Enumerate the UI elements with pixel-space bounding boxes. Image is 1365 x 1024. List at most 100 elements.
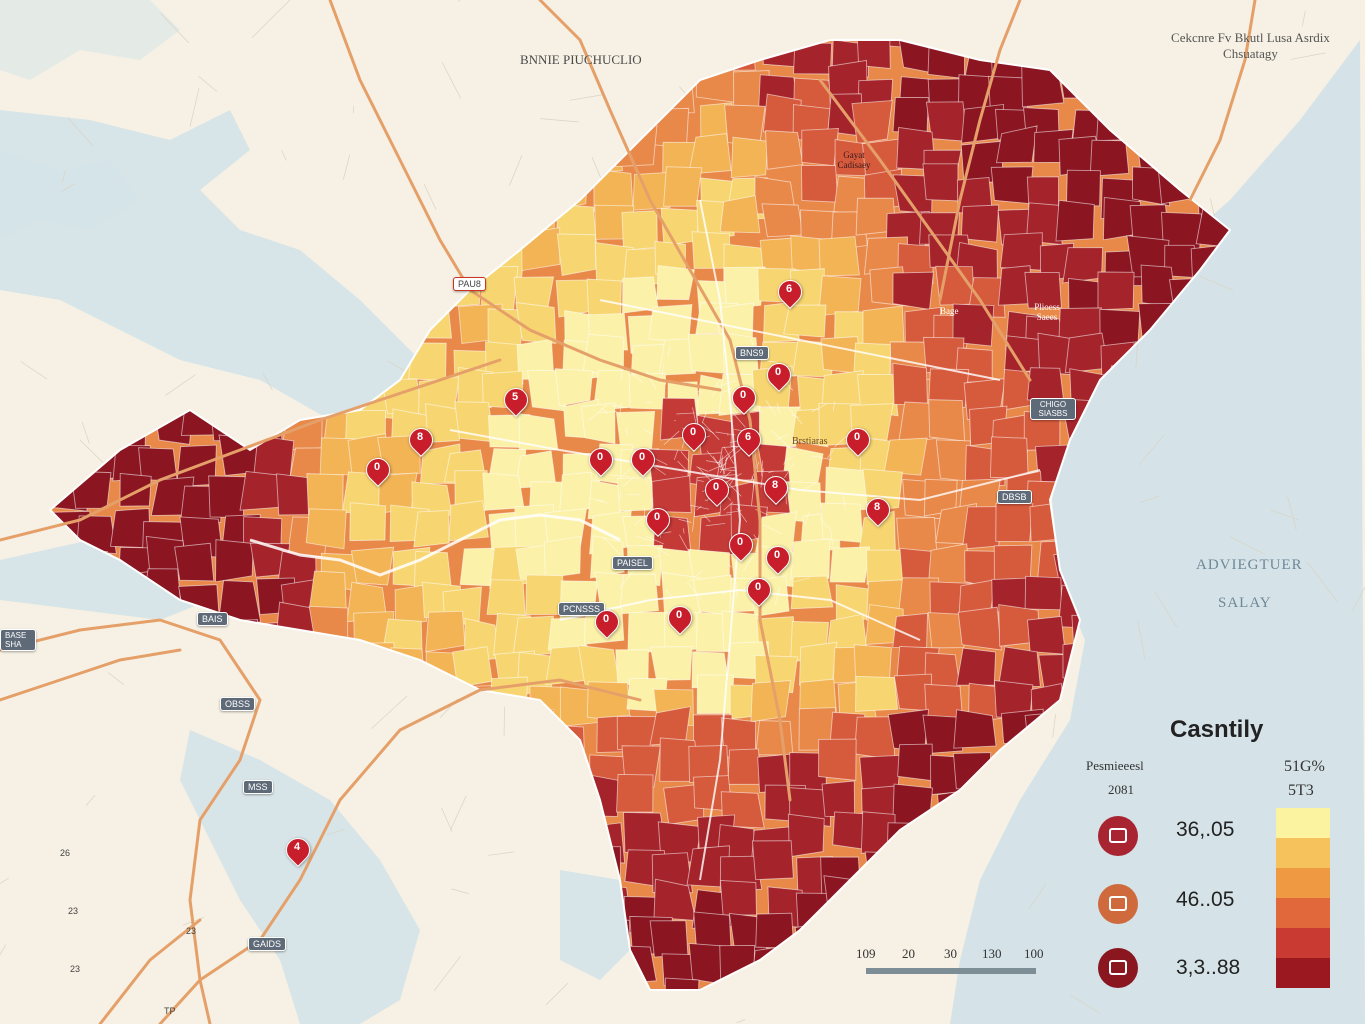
ramp-swatch	[1276, 928, 1330, 958]
minor-road	[1229, 536, 1266, 555]
district-cell	[818, 275, 862, 317]
highway	[0, 648, 182, 702]
street	[829, 526, 834, 546]
location-pin[interactable]: 8	[759, 471, 793, 505]
highway	[818, 78, 1032, 382]
street	[625, 427, 629, 436]
margin-label: 23	[68, 906, 79, 916]
location-pin[interactable]: 0	[761, 541, 795, 575]
street	[634, 518, 643, 526]
location-pin[interactable]: 0	[724, 528, 758, 562]
location-pin[interactable]: 0	[361, 453, 395, 487]
district-cell	[783, 304, 827, 338]
street	[722, 593, 726, 595]
margin-label: TP	[164, 1006, 176, 1016]
street	[777, 402, 780, 415]
location-pin[interactable]: 0	[584, 443, 618, 477]
ramp-swatch	[1276, 838, 1330, 868]
location-pin[interactable]: 0	[677, 418, 711, 452]
street	[610, 474, 630, 477]
district-cell	[853, 716, 895, 761]
location-pin[interactable]: 8	[861, 493, 895, 527]
location-pin[interactable]: 0	[727, 381, 761, 415]
street	[721, 466, 736, 470]
highway	[98, 918, 202, 1024]
bag-icon	[1109, 960, 1127, 975]
location-pin[interactable]: 8	[404, 423, 438, 457]
district-cell	[957, 606, 1002, 651]
street	[749, 406, 763, 414]
street	[614, 403, 619, 406]
district-cell	[956, 647, 997, 686]
minor-road	[326, 829, 345, 836]
minor-road	[108, 672, 124, 685]
district-cell	[615, 410, 656, 450]
street	[674, 450, 679, 461]
district-cell	[883, 437, 928, 476]
area-label: Plioess Saees	[1034, 302, 1060, 322]
district-cell	[1024, 575, 1063, 611]
location-pin[interactable]: 0	[700, 473, 734, 507]
street	[626, 369, 644, 384]
road-shield: BASE SHA	[0, 629, 36, 651]
location-pin[interactable]: 0	[762, 358, 796, 392]
location-pin[interactable]: 0	[626, 443, 660, 477]
street	[645, 370, 657, 390]
street	[726, 480, 742, 497]
street	[818, 457, 832, 460]
street	[762, 524, 783, 535]
street	[682, 528, 685, 534]
legend-value: 46..05	[1176, 888, 1235, 911]
location-pin[interactable]: 0	[590, 605, 624, 639]
location-pin[interactable]: 0	[841, 423, 875, 457]
street	[723, 446, 734, 464]
minor-road	[1351, 586, 1365, 613]
location-pin[interactable]: 6	[773, 275, 807, 309]
street	[626, 493, 641, 496]
district-cell	[719, 879, 757, 916]
street	[705, 523, 726, 527]
location-pin[interactable]: 5	[499, 383, 533, 417]
river	[249, 513, 621, 577]
street	[770, 429, 790, 448]
legend-right-sub: 5T3	[1288, 782, 1314, 799]
legend-title: Casntily	[1170, 716, 1264, 743]
street	[826, 449, 834, 459]
district-cell	[618, 573, 659, 615]
scale-bar: 109 20 30 130 100	[852, 946, 1044, 986]
location-pin[interactable]: 4	[281, 833, 315, 867]
legend-left-header: Pesmieeesl	[1086, 758, 1144, 773]
minor-road	[1200, 276, 1234, 291]
location-pin[interactable]: 0	[663, 601, 697, 635]
minor-road	[251, 0, 291, 38]
district-cell	[821, 780, 856, 818]
location-pin[interactable]: 6	[732, 423, 766, 457]
street	[755, 508, 769, 516]
minor-road	[1302, 10, 1306, 27]
district-cell	[723, 266, 766, 309]
minor-road	[1270, 509, 1299, 521]
minor-road	[423, 184, 437, 210]
district-cell	[349, 502, 387, 542]
location-pin[interactable]: 0	[742, 573, 776, 607]
street	[602, 536, 621, 556]
district-cell	[790, 575, 834, 610]
street	[679, 534, 691, 555]
district-cell	[1055, 199, 1095, 242]
scale-tick-label: 130	[982, 946, 1002, 961]
street	[705, 460, 722, 464]
ocean	[950, 40, 1365, 1024]
street	[742, 556, 753, 572]
street	[618, 491, 622, 502]
district-cell	[239, 470, 283, 511]
street	[774, 586, 781, 605]
district-cell	[663, 166, 703, 207]
district-cell	[798, 641, 838, 686]
district-cell	[1027, 615, 1066, 655]
arterial-road	[699, 199, 742, 881]
street	[620, 362, 622, 380]
location-pin[interactable]: 0	[641, 503, 675, 537]
district-cell	[556, 233, 597, 277]
street	[809, 455, 822, 458]
